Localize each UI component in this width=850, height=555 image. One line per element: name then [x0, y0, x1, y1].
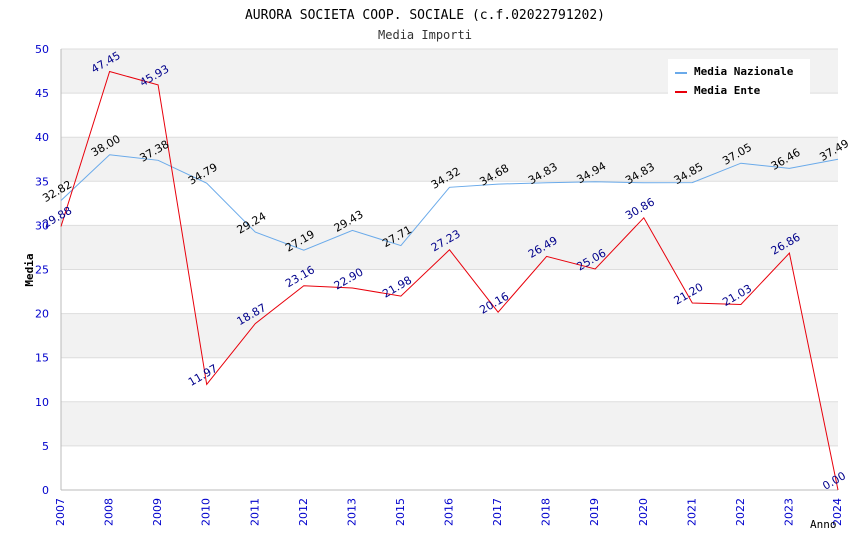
- x-tick-label: 2024: [831, 498, 844, 526]
- x-tick-label: 2010: [200, 498, 213, 526]
- series-line-media-nazionale: [60, 154, 839, 251]
- y-tick-label: 0: [42, 484, 49, 497]
- axes: [60, 49, 838, 491]
- legend-box: [668, 59, 810, 97]
- y-tick-label: 40: [35, 131, 49, 144]
- grid-band: [61, 137, 838, 182]
- x-tick-label: 2016: [443, 498, 456, 526]
- data-label-media-ente: 20.16: [477, 290, 511, 317]
- data-label-media-ente: 0.00: [820, 469, 848, 493]
- x-axis-title: Anno: [810, 518, 837, 531]
- y-tick-label: 25: [35, 264, 49, 277]
- x-tick-label: 2022: [734, 498, 747, 526]
- y-tick-label: 35: [35, 175, 49, 188]
- x-tick-label: 2009: [151, 498, 164, 526]
- x-tick-label: 2015: [394, 498, 407, 526]
- data-label-media-ente: 11.97: [186, 362, 220, 389]
- chart-subtitle: Media Importi: [378, 28, 472, 42]
- background-bands: [61, 49, 838, 446]
- grid-band: [61, 401, 838, 446]
- legend-label-media-ente: Media Ente: [694, 84, 761, 97]
- gridlines: [61, 48, 838, 491]
- y-tick-label: 50: [35, 43, 49, 56]
- x-tick-label: 2007: [54, 498, 67, 526]
- x-tick-label: 2019: [588, 498, 601, 526]
- tick-labels: 0 5 10 15 20 25 30 35 40 45 50 2007 2008 2009 2010 2011…: [35, 43, 844, 526]
- series-lines: [60, 70, 839, 491]
- y-tick-label: 10: [35, 396, 49, 409]
- x-tick-label: 2008: [103, 498, 116, 526]
- chart-title: AURORA SOCIETA COOP. SOCIALE (c.f.020227…: [245, 8, 605, 23]
- y-tick-label: 30: [35, 219, 49, 232]
- data-label-media-ente: 21.98: [380, 274, 414, 301]
- y-tick-label: 45: [35, 87, 49, 100]
- y-tick-label: 15: [35, 352, 49, 365]
- x-tick-label: 2021: [685, 498, 698, 526]
- data-label-media-ente: 30.86: [623, 195, 657, 222]
- y-tick-label: 20: [35, 308, 49, 321]
- x-tick-label: 2023: [782, 498, 795, 526]
- series-line-media-ente: [60, 70, 839, 491]
- grid-band: [61, 313, 838, 358]
- data-label-media-ente: 21.03: [720, 282, 754, 309]
- y-tick-label: 5: [42, 440, 49, 453]
- x-tick-label: 2013: [345, 498, 358, 526]
- x-tick-label: 2017: [491, 498, 504, 526]
- x-tick-label: 2020: [637, 498, 650, 526]
- legend-label-media-nazionale: Media Nazionale: [694, 65, 794, 78]
- x-tick-label: 2011: [248, 498, 261, 526]
- y-axis-title: Media: [23, 253, 36, 286]
- grid-band: [61, 225, 838, 270]
- x-tick-label: 2018: [540, 498, 553, 526]
- x-tick-label: 2012: [297, 498, 310, 526]
- legend: Media Nazionale Media Ente: [668, 59, 810, 97]
